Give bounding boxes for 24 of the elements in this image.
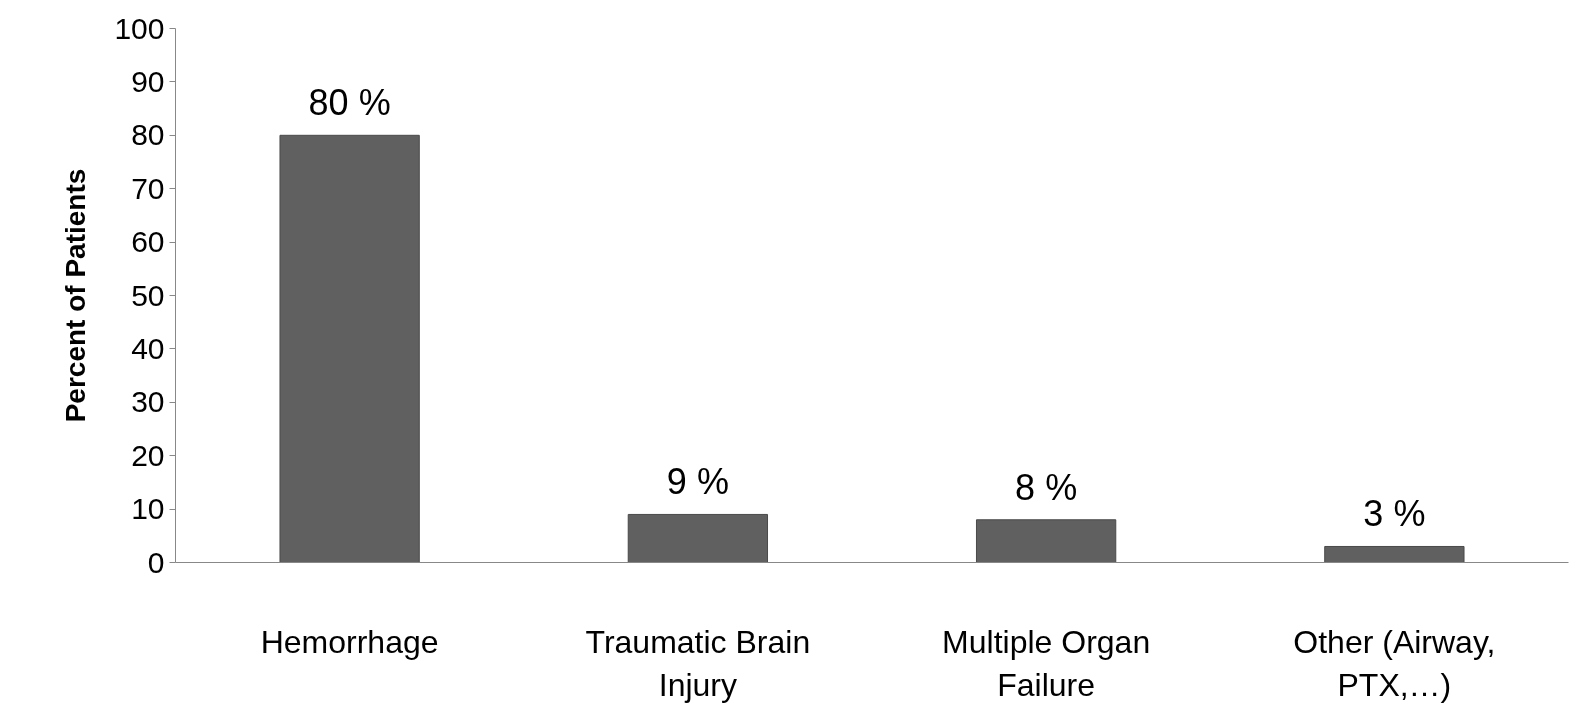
- y-tick-label: 20: [131, 438, 165, 472]
- bar: [975, 519, 1117, 563]
- data-label: 9 %: [666, 461, 729, 503]
- data-label: 8 %: [1015, 466, 1078, 508]
- bar: [279, 134, 420, 563]
- x-tick-label: Multiple Organ Failure: [942, 623, 1151, 703]
- y-tick-label: 60: [131, 225, 165, 259]
- x-tick-label: Other (Airway, PTX,…): [1293, 623, 1496, 703]
- y-tick-label: 40: [131, 331, 165, 365]
- y-tick-label: 30: [131, 385, 165, 419]
- data-label: 80 %: [308, 82, 391, 124]
- y-tick-label: 50: [131, 278, 165, 312]
- y-tick-label: 70: [131, 171, 165, 205]
- y-tick-label: 0: [147, 545, 165, 579]
- y-tick-label: 90: [131, 64, 165, 98]
- bar: [1324, 545, 1465, 563]
- data-label: 3 %: [1363, 493, 1426, 535]
- y-tick-label: 80: [131, 118, 165, 152]
- y-tick-label: 10: [131, 492, 165, 526]
- y-axis-title: Percent of Patients: [60, 168, 92, 423]
- x-tick-label: Hemorrhage: [260, 623, 439, 660]
- bar: [627, 513, 769, 563]
- y-tick-label: 100: [114, 11, 165, 45]
- x-tick-label: Traumatic Brain Injury: [585, 623, 811, 703]
